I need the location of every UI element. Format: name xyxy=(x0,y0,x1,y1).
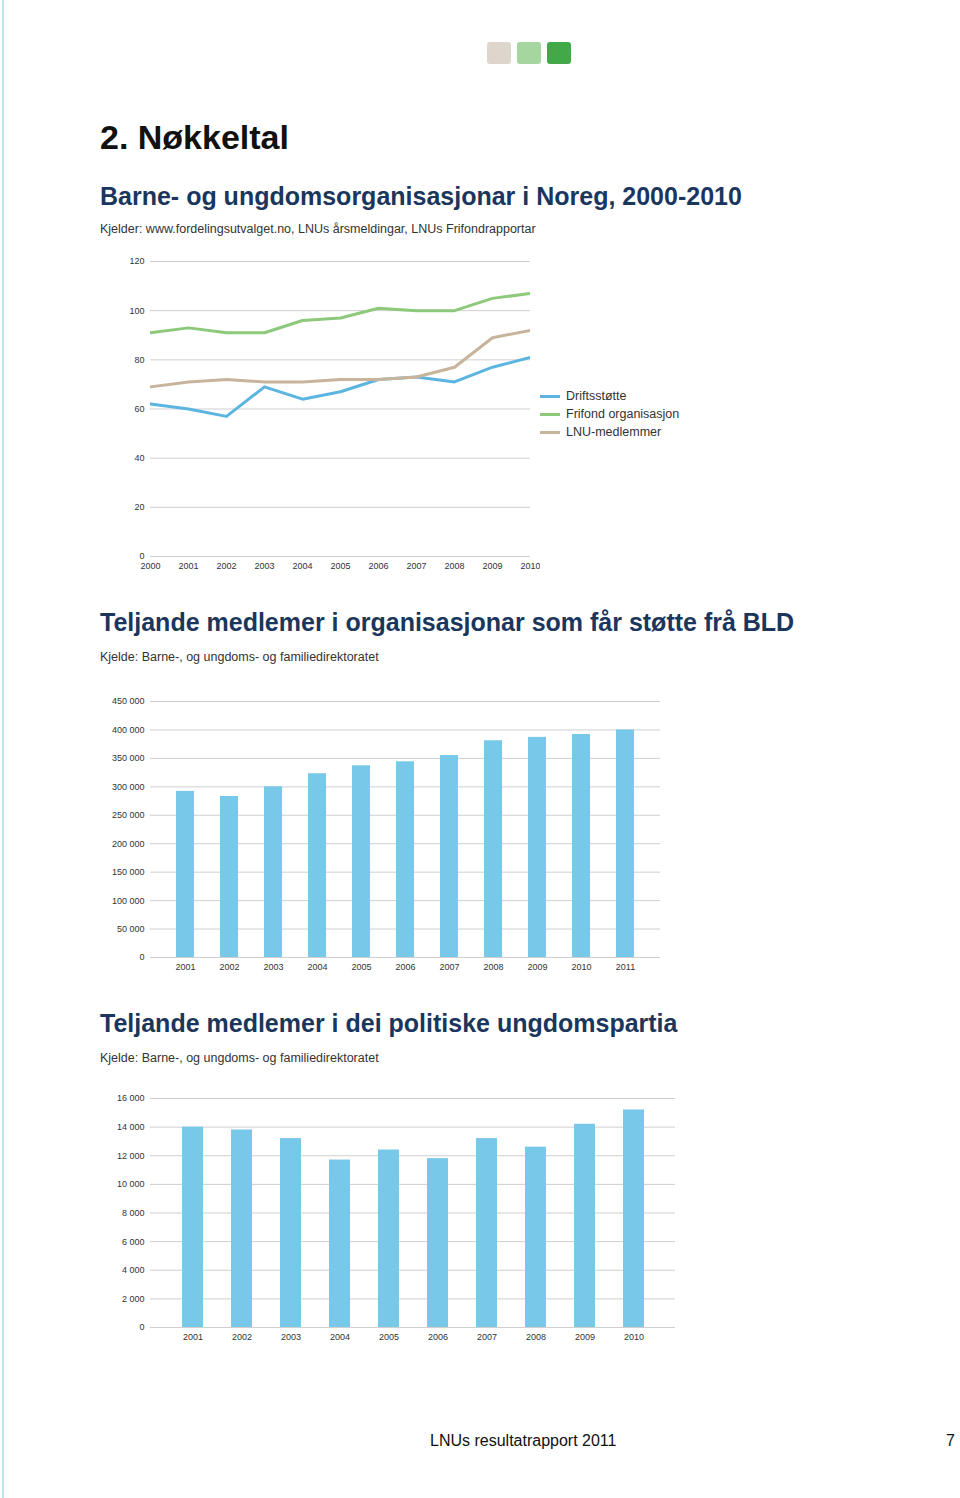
svg-text:10 000: 10 000 xyxy=(117,1179,145,1189)
svg-text:2001: 2001 xyxy=(183,1332,203,1342)
svg-text:2009: 2009 xyxy=(482,561,502,571)
svg-text:2002: 2002 xyxy=(219,962,239,972)
svg-text:40: 40 xyxy=(134,453,144,463)
svg-text:2011: 2011 xyxy=(616,962,635,972)
html-text:2. Nøkkeltal: 2. Nøkkeltal xyxy=(100,118,289,156)
svg-text:80: 80 xyxy=(134,355,144,365)
svg-text:2007: 2007 xyxy=(477,1332,497,1342)
svg-text:2008: 2008 xyxy=(483,962,503,972)
svg-text:2009: 2009 xyxy=(527,962,547,972)
svg-text:2007: 2007 xyxy=(406,561,426,571)
svg-text:2000: 2000 xyxy=(140,561,160,571)
svg-text:6 000: 6 000 xyxy=(122,1237,145,1247)
svg-text:2004: 2004 xyxy=(292,561,312,571)
svg-text:2008: 2008 xyxy=(526,1332,546,1342)
svg-text:0: 0 xyxy=(139,551,144,561)
svg-text:14 000: 14 000 xyxy=(117,1122,145,1132)
svg-text:8 000: 8 000 xyxy=(122,1208,145,1218)
html-text:LNU-medlemmer: LNU-medlemmer xyxy=(566,425,662,439)
svg-text:2004: 2004 xyxy=(330,1332,350,1342)
svg-text:2005: 2005 xyxy=(379,1332,399,1342)
svg-text:2006: 2006 xyxy=(395,962,415,972)
svg-text:50 000: 50 000 xyxy=(117,924,145,934)
html-text:Kjelde: Barne-, og ungdoms- og: Kjelde: Barne-, og ungdoms- og familiedi… xyxy=(100,1051,379,1065)
svg-text:2002: 2002 xyxy=(232,1332,252,1342)
svg-text:2010: 2010 xyxy=(571,962,591,972)
svg-text:2010: 2010 xyxy=(624,1332,644,1342)
svg-text:400 000: 400 000 xyxy=(112,725,145,735)
svg-text:2006: 2006 xyxy=(368,561,388,571)
html-text:LNUs resultatrapport 2011: LNUs resultatrapport 2011 xyxy=(430,1432,617,1449)
svg-text:0: 0 xyxy=(139,1322,144,1332)
svg-text:2003: 2003 xyxy=(254,561,274,571)
svg-text:20: 20 xyxy=(134,502,144,512)
html-text:Kjelder: www.fordelingsutvalge: Kjelder: www.fordelingsutvalget.no, LNUs… xyxy=(100,222,536,236)
svg-text:12 000: 12 000 xyxy=(117,1151,145,1161)
svg-text:2002: 2002 xyxy=(216,561,236,571)
svg-text:2010: 2010 xyxy=(520,561,540,571)
svg-text:16 000: 16 000 xyxy=(117,1093,145,1103)
svg-text:4 000: 4 000 xyxy=(122,1265,145,1275)
svg-text:250 000: 250 000 xyxy=(112,810,145,820)
svg-text:150 000: 150 000 xyxy=(112,867,145,877)
svg-text:2005: 2005 xyxy=(330,561,350,571)
svg-text:60: 60 xyxy=(134,404,144,414)
svg-text:100: 100 xyxy=(129,306,144,316)
svg-text:2008: 2008 xyxy=(444,561,464,571)
svg-text:0: 0 xyxy=(139,952,144,962)
html-text:Kjelde: Barne-, og ungdoms- og: Kjelde: Barne-, og ungdoms- og familiedi… xyxy=(100,650,379,664)
svg-text:2001: 2001 xyxy=(178,561,198,571)
svg-text:2001: 2001 xyxy=(175,962,195,972)
svg-text:2003: 2003 xyxy=(263,962,283,972)
html-text:Teljande medlemer i organisasj: Teljande medlemer i organisasjonar som f… xyxy=(100,608,795,636)
svg-text:2 000: 2 000 xyxy=(122,1294,145,1304)
html-text:Driftsstøtte: Driftsstøtte xyxy=(566,389,627,403)
svg-text:2006: 2006 xyxy=(428,1332,448,1342)
html-text:7: 7 xyxy=(946,1432,955,1449)
html-text:Barne- og ungdomsorganisasjona: Barne- og ungdomsorganisasjonar i Noreg,… xyxy=(100,182,742,210)
svg-text:2009: 2009 xyxy=(575,1332,595,1342)
svg-text:120: 120 xyxy=(129,256,144,266)
html-text:Frifond organisasjon: Frifond organisasjon xyxy=(566,407,680,421)
svg-text:100 000: 100 000 xyxy=(112,895,145,905)
html-text:Teljande medlemer i dei politi: Teljande medlemer i dei politiske ungdom… xyxy=(100,1009,678,1037)
svg-text:2007: 2007 xyxy=(439,962,459,972)
svg-text:2004: 2004 xyxy=(307,962,327,972)
svg-text:450 000: 450 000 xyxy=(112,696,145,706)
svg-text:2003: 2003 xyxy=(281,1332,301,1342)
svg-text:200 000: 200 000 xyxy=(112,839,145,849)
svg-text:350 000: 350 000 xyxy=(112,753,145,763)
svg-text:300 000: 300 000 xyxy=(112,782,145,792)
svg-text:2005: 2005 xyxy=(351,962,371,972)
